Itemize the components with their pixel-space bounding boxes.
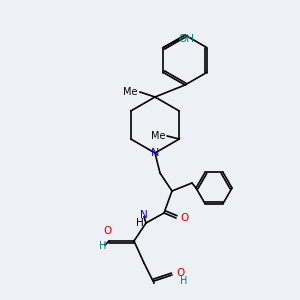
Text: Me: Me xyxy=(151,131,165,141)
Text: O: O xyxy=(180,213,188,223)
Text: Me: Me xyxy=(122,87,137,97)
Text: O: O xyxy=(103,226,111,236)
Text: H: H xyxy=(99,241,107,251)
Text: O: O xyxy=(176,268,184,278)
Text: N: N xyxy=(151,148,159,158)
Text: H: H xyxy=(136,218,144,228)
Text: H: H xyxy=(180,276,188,286)
Text: OH: OH xyxy=(178,34,194,44)
Text: N: N xyxy=(140,210,148,220)
